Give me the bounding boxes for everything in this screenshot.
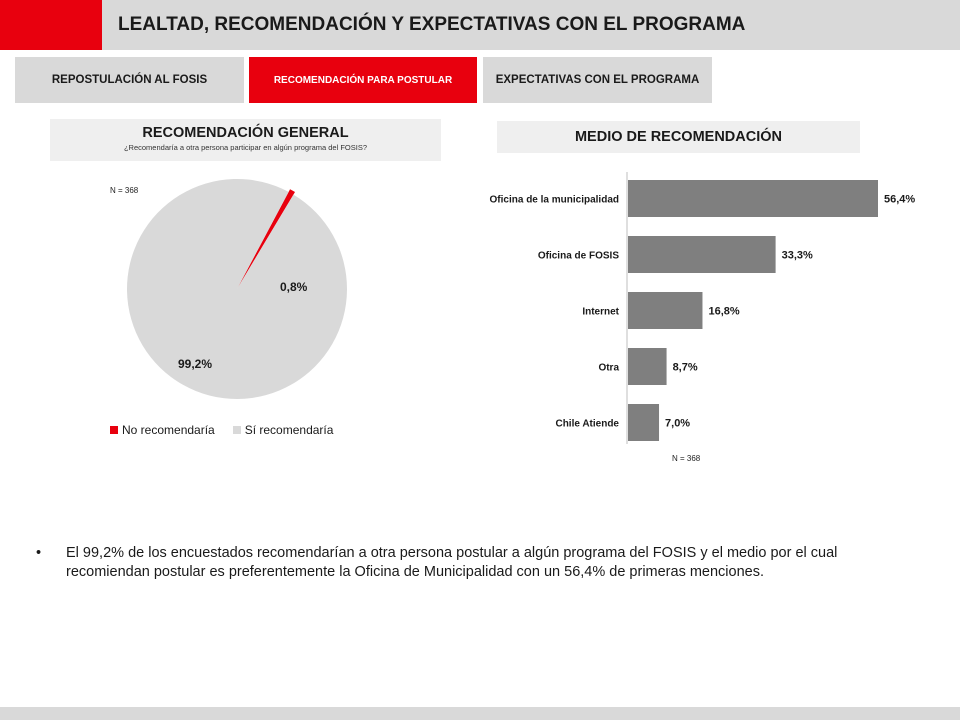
- legend-swatch-si: [232, 426, 241, 434]
- pie-slice-no: [237, 189, 295, 289]
- footer-bar: [0, 707, 960, 720]
- bar-value-label: 7,0%: [665, 418, 690, 430]
- pie-sample-size: N = 368: [110, 186, 139, 195]
- bar-4: [628, 348, 667, 385]
- tab-expectativas[interactable]: EXPECTATIVAS CON EL PROGRAMA: [483, 57, 712, 103]
- tab-recomendacion[interactable]: RECOMENDACIÓN PARA POSTULAR: [249, 57, 477, 103]
- bullet-marker: •: [36, 545, 42, 561]
- pie-slice-si: [126, 178, 347, 399]
- bar-category-label: Chile Atiende: [555, 419, 619, 430]
- pie-label-no: 0,8%: [280, 280, 308, 294]
- summary-text: El 99,2% de los encuestados recomendaría…: [66, 545, 838, 580]
- pie-section-title: RECOMENDACIÓN GENERAL: [142, 125, 349, 141]
- bar-sample-size: N = 368: [672, 454, 701, 463]
- bar-section-header: MEDIO DE RECOMENDACIÓN: [497, 121, 860, 153]
- bar-value-label: 33,3%: [782, 250, 813, 262]
- bar-section-title: MEDIO DE RECOMENDACIÓN: [574, 129, 783, 145]
- bar-chart: Oficina de la municipalidad 56,4% Oficina …: [490, 172, 915, 444]
- bar-3: [628, 292, 703, 329]
- pie-legend: No recomendaría Sí recomendaría: [110, 423, 351, 437]
- bar-category-label: Internet: [582, 307, 619, 318]
- legend-item-si: Sí recomendaría: [232, 423, 334, 437]
- legend-swatch-no: [110, 426, 118, 434]
- bar-value-label: 16,8%: [708, 306, 739, 318]
- pie-section-header: RECOMENDACIÓN GENERAL ¿Recomendaría a ot…: [50, 119, 441, 161]
- page-title: LEALTAD, RECOMENDACIÓN Y EXPECTATIVAS CO…: [118, 14, 746, 35]
- header-bar: [0, 0, 960, 50]
- bar-category-label: Otra: [598, 363, 619, 374]
- bar-5: [628, 404, 660, 441]
- pie-section-subtitle: ¿Recomendaría a otra persona participar …: [123, 143, 368, 152]
- bar-1: [628, 180, 878, 217]
- legend-label-no: No recomendaría: [122, 423, 215, 437]
- bar-value-label: 8,7%: [673, 362, 698, 374]
- pie-label-si: 99,2%: [178, 357, 212, 371]
- bar-2: [628, 236, 776, 273]
- bar-value-label: 56,4%: [884, 194, 915, 206]
- header-accent-block: [0, 0, 102, 50]
- bar-category-label: Oficina de la municipalidad: [490, 195, 619, 206]
- summary-bullet: • El 99,2% de los encuestados recomendar…: [36, 544, 886, 582]
- bar-category-label: Oficina de FOSIS: [538, 251, 619, 262]
- legend-item-no: No recomendaría: [110, 423, 215, 437]
- tab-repostulacion[interactable]: REPOSTULACIÓN AL FOSIS: [15, 57, 244, 103]
- legend-label-si: Sí recomendaría: [244, 423, 334, 437]
- pie-chart: 0,8% 99,2%: [126, 178, 347, 399]
